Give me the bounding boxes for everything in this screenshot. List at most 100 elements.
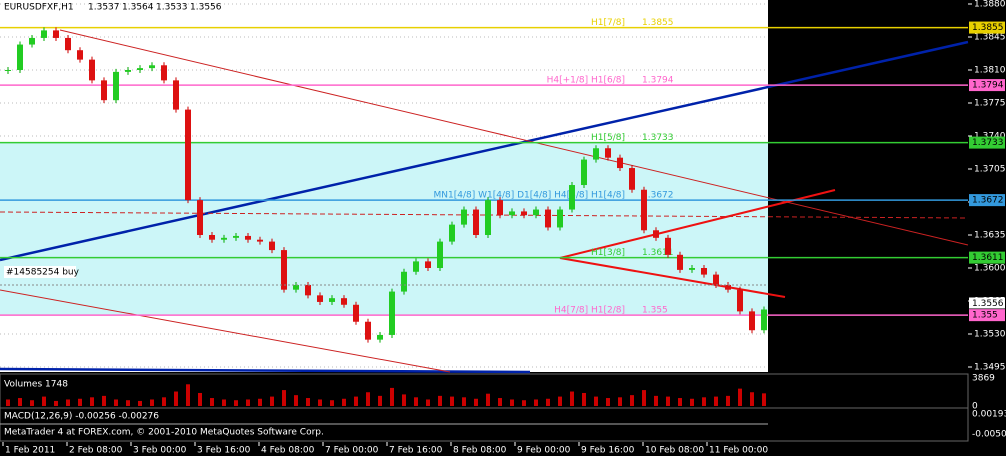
- level-price: 1.3733: [642, 133, 674, 143]
- price-tick-label: 1.3740: [974, 132, 1006, 142]
- volume-bar: [342, 398, 346, 406]
- candle: [641, 189, 647, 231]
- candle: [53, 30, 59, 38]
- candle: [221, 237, 227, 240]
- candle: [173, 80, 179, 110]
- volume-bar: [654, 395, 658, 406]
- volume-bar: [186, 384, 190, 406]
- volume-bar: [6, 399, 10, 406]
- time-label: 4 Feb 08:00: [261, 446, 315, 456]
- candle: [617, 157, 623, 169]
- volume-bar: [522, 400, 526, 406]
- candle: [521, 211, 527, 216]
- volume-bar: [510, 399, 514, 406]
- candle: [125, 70, 131, 72]
- time-label: 8 Feb 08:00: [453, 446, 507, 456]
- volume-bar: [282, 390, 286, 406]
- candle: [101, 80, 107, 101]
- candle: [365, 321, 371, 340]
- volume-bar: [366, 392, 370, 406]
- trend-line: [59, 29, 969, 246]
- price-tick-label: 1.3495: [974, 363, 1006, 373]
- candle: [113, 71, 119, 101]
- candle: [137, 68, 143, 70]
- volume-bar: [486, 393, 490, 406]
- volume-bar: [270, 396, 274, 406]
- candle: [353, 304, 359, 322]
- volume-bar: [678, 398, 682, 406]
- candle: [197, 200, 203, 235]
- volume-bar: [198, 392, 202, 406]
- candle: [629, 168, 635, 190]
- volume-bar: [630, 395, 634, 406]
- candle: [401, 271, 407, 292]
- time-label: 10 Feb 08:00: [645, 446, 704, 456]
- volume-bar: [174, 391, 178, 406]
- volume-bar: [54, 400, 58, 406]
- volume-bar: [90, 397, 94, 406]
- volume-bar: [606, 398, 610, 406]
- level-box-label: 1.3611: [972, 253, 1004, 263]
- level-label: H1[5/8]: [591, 133, 625, 143]
- candle: [533, 209, 539, 216]
- candle: [305, 284, 311, 296]
- volume-bar: [390, 387, 394, 406]
- level-label: H1[7/8]: [591, 18, 625, 28]
- level-box: [969, 136, 1005, 149]
- volume-bar: [162, 397, 166, 406]
- candle: [389, 291, 395, 335]
- level-label: H1[3/8]: [591, 248, 625, 258]
- volume-bar: [642, 390, 646, 406]
- volume-bar: [570, 391, 574, 406]
- volume-bar: [426, 399, 430, 406]
- volume-bar: [750, 392, 754, 406]
- candle: [77, 50, 83, 60]
- volume-bar: [702, 397, 706, 406]
- candle: [209, 235, 215, 240]
- level-label: MN1[4/8] W1[4/8] D1[4/8] H4[3/8] H1[4/8]: [434, 191, 625, 201]
- candle: [569, 185, 575, 210]
- volume-bar: [726, 395, 730, 406]
- price-tick-label: 1.3775: [974, 99, 1006, 109]
- price-tick-label: 1.3635: [974, 231, 1006, 241]
- macd-tick: 0.00193: [972, 410, 1006, 420]
- volume-bar: [594, 396, 598, 406]
- volume-bar: [114, 399, 118, 406]
- level-box-label: 1.3672: [972, 196, 1004, 206]
- level-box-label: 1.3855: [972, 23, 1004, 33]
- volume-bar: [126, 400, 130, 406]
- volume-bar: [546, 398, 550, 406]
- level-price: 1.355: [642, 306, 668, 316]
- candle: [605, 148, 611, 158]
- volume-bar: [558, 396, 562, 406]
- volume-bar: [450, 396, 454, 406]
- time-label: 11 Feb 00:00: [709, 446, 768, 456]
- time-label: 7 Feb 16:00: [389, 446, 443, 456]
- candle: [185, 109, 191, 201]
- level-box-label: 1.3733: [972, 138, 1004, 148]
- volume-bar: [666, 396, 670, 406]
- time-label: 2 Feb 08:00: [69, 446, 123, 456]
- candle: [749, 311, 755, 331]
- volume-title: Volumes 1748: [4, 380, 68, 390]
- volume-bar: [690, 398, 694, 406]
- volume-bar: [102, 395, 106, 406]
- level-price: 1.3611: [642, 248, 674, 258]
- volume-bar: [318, 399, 322, 406]
- candle: [257, 239, 263, 242]
- trend-line: [0, 289, 451, 373]
- volume-bar: [306, 398, 310, 406]
- candle: [293, 284, 299, 290]
- candle: [17, 44, 23, 70]
- volume-tick: 3869: [972, 374, 995, 384]
- volume-bar: [618, 397, 622, 406]
- volume-bar: [78, 398, 82, 406]
- time-label: 1 Feb 2011: [5, 446, 55, 456]
- volume-bar: [474, 398, 478, 406]
- candle: [233, 235, 239, 238]
- volume-bar: [30, 400, 34, 406]
- candle: [545, 209, 551, 228]
- dashed-level: [0, 211, 969, 219]
- price-tick-label: 1.3530: [974, 330, 1006, 340]
